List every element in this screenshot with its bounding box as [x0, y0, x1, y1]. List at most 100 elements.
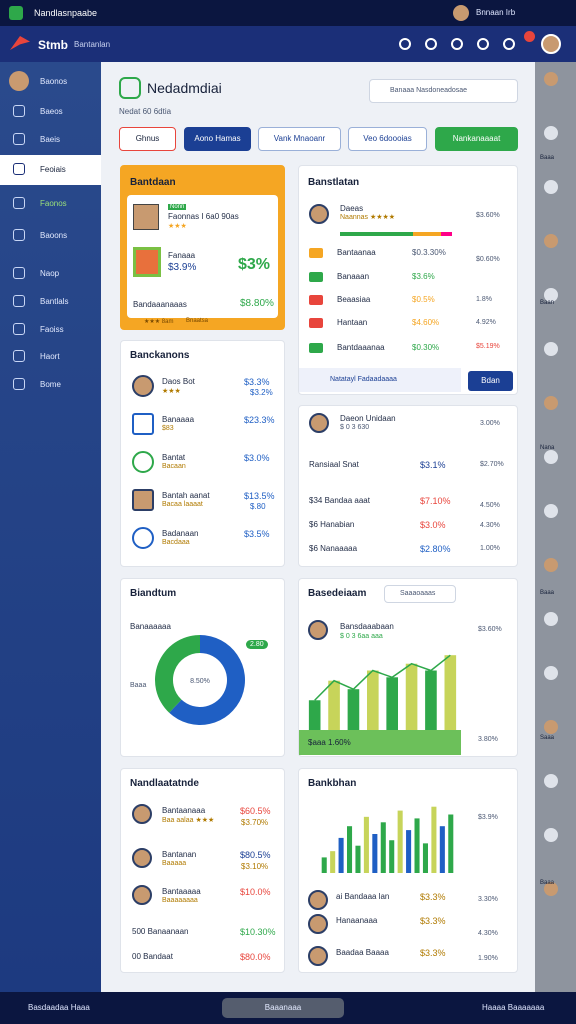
donut-segment: [169, 635, 245, 725]
label: Fanaaa: [168, 251, 196, 260]
row-value: $3.5%: [244, 529, 270, 539]
chart: 8.50%: [155, 635, 245, 725]
row-value: $10.30%: [240, 927, 276, 937]
avatar: [132, 885, 152, 905]
rail-label: Nana: [540, 445, 555, 451]
bar: [422, 843, 428, 873]
bottom-right: Haaaa Baaaaaaa: [482, 1003, 545, 1012]
toolbar-icon[interactable]: [451, 38, 463, 50]
row-value: $0.3.30%: [412, 248, 446, 257]
donut-segment: [155, 635, 200, 713]
bar: [347, 689, 360, 730]
bar: [308, 700, 321, 730]
row-icon: [309, 318, 323, 328]
toolbar-icon[interactable]: [503, 38, 515, 50]
row-icon: [309, 248, 323, 258]
bar: [367, 670, 379, 730]
sidebar-item[interactable]: Baonos: [40, 77, 68, 86]
rail-icon[interactable]: [544, 612, 558, 626]
row-sub: Baaaaaaaa: [162, 897, 198, 904]
rail-label: Baaa: [540, 880, 555, 886]
chart: [321, 806, 454, 873]
sidebar-item[interactable]: Baeis: [40, 135, 61, 144]
rail-icon[interactable]: [544, 666, 558, 680]
row-icon: [309, 295, 323, 305]
legend-label: Baaa: [130, 682, 147, 689]
value: $3.9%: [168, 262, 197, 273]
row-label: $34 Bandaa aaat: [309, 496, 370, 505]
bar: [431, 806, 437, 873]
bar: [363, 816, 369, 873]
row-label: Bantat: [162, 453, 186, 462]
sidebar-item[interactable]: Bome: [40, 380, 61, 389]
bar: [328, 680, 340, 730]
bar: [406, 830, 412, 873]
row-icon: [132, 489, 154, 511]
toolbar-icon[interactable]: [425, 38, 437, 50]
sidebar-item[interactable]: Haort: [40, 352, 60, 361]
sidebar-item[interactable]: Naop: [40, 269, 60, 278]
rail-icon[interactable]: [544, 720, 558, 734]
rail-icon[interactable]: [544, 234, 558, 248]
sidebar-avatar: [9, 71, 29, 91]
side-value: $3.60%: [478, 626, 502, 633]
avatar: [308, 946, 328, 966]
rail-icon[interactable]: [544, 180, 558, 194]
rail-icon[interactable]: [544, 882, 558, 896]
filter-button[interactable]: Veo 6doooias: [348, 127, 427, 151]
search-text: Saaaoaaas: [400, 590, 436, 597]
row-value: $3.6%: [412, 272, 435, 281]
row-sub: Bacaan: [162, 463, 186, 470]
rail-icon[interactable]: [544, 558, 558, 572]
row-sub: $83: [162, 425, 174, 432]
rail-icon[interactable]: [544, 774, 558, 788]
row-value: $60.5%: [240, 806, 271, 816]
sidebar-icon: [13, 163, 25, 175]
row-value: $3.3%: [420, 892, 446, 902]
side-value: $5.19%: [476, 343, 500, 350]
row-label: Badanaan: [162, 529, 199, 538]
donut-label: 8.50%: [190, 678, 210, 685]
rail-icon[interactable]: [544, 450, 558, 464]
filter-button[interactable]: Aono Hamas: [184, 127, 251, 151]
rail-icon[interactable]: [544, 72, 558, 86]
sidebar-icon: [13, 378, 25, 390]
toolbar-icon[interactable]: [477, 38, 489, 50]
toolbar-icon[interactable]: [399, 38, 411, 50]
filter-button[interactable]: Vank Mnaoanr: [258, 127, 341, 151]
sidebar-item[interactable]: Faonos: [40, 199, 67, 208]
bar: [405, 663, 418, 730]
side-value: 3.00%: [480, 420, 500, 427]
side-value: 3.80%: [478, 736, 498, 743]
button[interactable]: Bdan: [468, 371, 513, 391]
icon-box: [133, 247, 161, 277]
sidebar-item[interactable]: Feoiais: [40, 165, 66, 174]
search[interactable]: [384, 585, 456, 603]
row-label: ai Bandaaa lan: [336, 892, 390, 901]
bar: [321, 857, 327, 873]
rail-icon[interactable]: [544, 396, 558, 410]
card-title: Bankbhan: [308, 778, 357, 789]
search[interactable]: [369, 79, 518, 103]
bar: [355, 845, 361, 873]
rail-icon[interactable]: [544, 342, 558, 356]
filter-button[interactable]: Nankanaaaat: [435, 127, 518, 151]
rail-icon[interactable]: [544, 288, 558, 302]
avatar: [308, 890, 328, 910]
sub: $ 0 3 630: [340, 424, 370, 431]
bottom-center[interactable]: Baaanaaa: [222, 998, 344, 1018]
rail-icon[interactable]: [544, 126, 558, 140]
filter-button[interactable]: Ghnus: [119, 127, 176, 151]
rail-icon[interactable]: [544, 828, 558, 842]
name: Bansdaaabaan: [340, 622, 394, 631]
card-title: Banckanons: [130, 350, 190, 361]
row-value: $80.5%: [240, 850, 271, 860]
sidebar-item[interactable]: Baeos: [40, 107, 63, 116]
sidebar-item[interactable]: Faoiss: [40, 325, 64, 334]
row-value: $.80: [250, 502, 266, 511]
rail-icon[interactable]: [544, 504, 558, 518]
row-label: Bantdaaanaa: [337, 343, 385, 352]
bar: [389, 840, 395, 873]
sidebar-item[interactable]: Bantlals: [40, 297, 69, 306]
sidebar-item[interactable]: Baoons: [40, 231, 68, 240]
